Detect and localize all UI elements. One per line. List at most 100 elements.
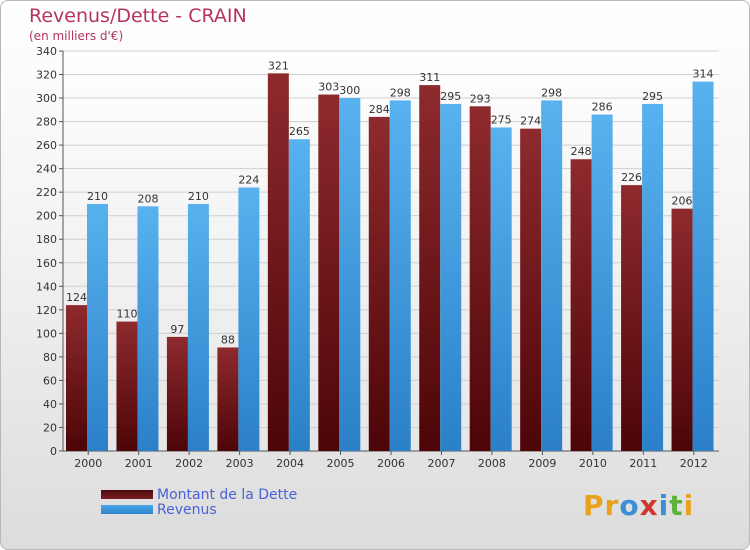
data-label: 295 [642,90,663,103]
data-label: 314 [693,68,714,81]
data-label: 97 [170,323,184,336]
data-label: 295 [440,90,461,103]
y-tick-label: 120 [36,304,57,317]
logo-letter: P [583,489,605,522]
logo-letter: i [683,489,695,522]
x-tick-label: 2009 [528,457,556,470]
x-tick-label: 2001 [125,457,153,470]
data-label: 210 [188,190,209,203]
bar-revenus [137,206,159,451]
y-tick-label: 340 [36,45,57,58]
y-tick-label: 260 [36,139,57,152]
y-tick-label: 140 [36,280,57,293]
bar-revenus [642,103,664,452]
x-tick-label: 2003 [226,457,254,470]
bar-revenus [389,100,411,451]
legend-swatch-revenus [101,505,153,514]
y-tick-label: 320 [36,69,57,82]
bar-dette [469,106,491,451]
proxiti-logo: Proxiti [583,489,694,522]
x-tick-label: 2006 [377,457,405,470]
data-label: 110 [116,308,137,321]
logo-letter: i [658,489,670,522]
bar-revenus [87,203,108,451]
x-tick-label: 2002 [175,457,203,470]
data-label: 274 [520,115,541,128]
y-tick-label: 160 [36,257,57,270]
bar-revenus [187,203,209,451]
y-tick-label: 300 [36,92,57,105]
y-tick-label: 100 [36,327,57,340]
bar-revenus [541,100,563,451]
chart-title: Revenus/Dette - CRAIN [29,5,247,27]
logo-letter: r [604,489,620,522]
logo-letter: o [619,489,640,522]
legend: Montant de la Dette Revenus [101,486,298,518]
y-tick-label: 180 [36,233,57,246]
legend-label-dette: Montant de la Dette [157,486,298,503]
logo-letter: x [639,489,659,522]
data-label: 265 [289,125,310,138]
y-tick-label: 60 [43,374,57,387]
data-label: 206 [672,195,693,208]
y-tick-label: 0 [50,445,57,458]
bar-revenus [339,98,361,451]
legend-swatch-dette [101,490,153,499]
data-label: 311 [419,71,440,84]
data-label: 303 [318,81,339,94]
bar-revenus [238,187,260,451]
data-label: 248 [571,145,592,158]
legend-item-dette: Montant de la Dette [101,486,298,503]
y-tick-label: 240 [36,163,57,176]
data-label: 298 [541,86,562,99]
data-label: 124 [66,291,87,304]
y-tick-label: 220 [36,186,57,199]
data-label: 226 [621,171,642,184]
bar-revenus [591,114,613,451]
bar-dette [267,73,289,452]
logo-letter: t [669,489,684,522]
bar-dette [520,128,542,451]
bar-dette [621,185,643,451]
data-label: 321 [268,59,289,72]
y-tick-label: 80 [43,351,57,364]
bar-dette [217,347,239,451]
data-label: 293 [470,92,491,105]
y-tick-label: 280 [36,116,57,129]
bar-dette [116,321,138,451]
x-tick-label: 2004 [276,457,304,470]
x-tick-label: 2007 [427,457,455,470]
bar-dette [166,336,188,451]
y-tick-label: 200 [36,210,57,223]
x-tick-label: 2010 [579,457,607,470]
data-label: 88 [221,333,235,346]
bar-revenus [490,127,512,452]
bar-revenus [692,81,714,452]
bar-revenus [288,139,310,451]
data-label: 275 [491,113,512,126]
legend-item-revenus: Revenus [101,501,297,518]
data-label: 284 [369,103,390,116]
bar-revenus [440,103,462,452]
data-label: 208 [137,192,158,205]
data-label: 224 [238,173,259,186]
x-tick-label: 2011 [629,457,657,470]
bar-dette [570,159,592,451]
y-tick-label: 20 [43,421,57,434]
x-tick-label: 2012 [680,457,708,470]
x-tick-label: 2000 [74,457,102,470]
data-label: 210 [87,190,108,203]
data-label: 298 [390,86,411,99]
bar-dette [66,305,87,451]
data-label: 300 [339,84,360,97]
data-label: 286 [592,101,613,114]
bar-dette [368,116,390,451]
y-tick-label: 40 [43,398,57,411]
bar-dette [419,85,441,451]
x-tick-label: 2008 [478,457,506,470]
bar-dette [671,208,693,451]
legend-label-revenus: Revenus [157,501,217,518]
chart-subtitle: (en milliers d'€) [29,29,124,43]
